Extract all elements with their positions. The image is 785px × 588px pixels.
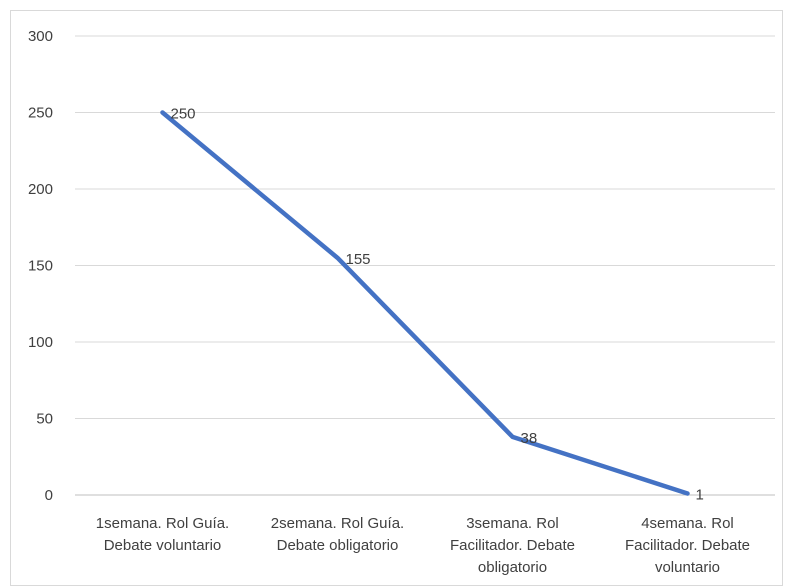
y-tick-label: 200 bbox=[28, 181, 53, 198]
x-category-label: 4semana. Rol Facilitador. Debate voluntari… bbox=[625, 515, 750, 576]
y-axis-ticks: 0 50 100 150 200 250 300 bbox=[28, 28, 53, 504]
x-category-label: 3semana. Rol Facilitador. Debate obligator… bbox=[450, 515, 575, 576]
x-category-label: 2semana. Rol Guía. Debate obligatorio bbox=[271, 515, 404, 554]
y-tick-label: 300 bbox=[28, 28, 53, 45]
series-line bbox=[160, 110, 690, 496]
y-tick-label: 250 bbox=[28, 105, 53, 122]
data-label: 38 bbox=[521, 430, 538, 447]
y-tick-label: 50 bbox=[36, 411, 53, 428]
chart-frame bbox=[10, 10, 783, 586]
data-label: 155 bbox=[346, 251, 371, 268]
series-lines bbox=[160, 110, 690, 496]
data-label: 250 bbox=[171, 106, 196, 123]
y-tick-label: 0 bbox=[45, 487, 53, 504]
data-label: 1 bbox=[696, 486, 704, 503]
x-axis-categories: 1semana. Rol Guía. Debate voluntario 2sema… bbox=[96, 515, 750, 576]
y-tick-label: 150 bbox=[28, 258, 53, 275]
x-category-label: 1semana. Rol Guía. Debate voluntario bbox=[96, 515, 229, 554]
data-labels: 250 155 38 1 bbox=[171, 106, 704, 504]
y-tick-label: 100 bbox=[28, 334, 53, 351]
gridlines bbox=[75, 35, 775, 496]
